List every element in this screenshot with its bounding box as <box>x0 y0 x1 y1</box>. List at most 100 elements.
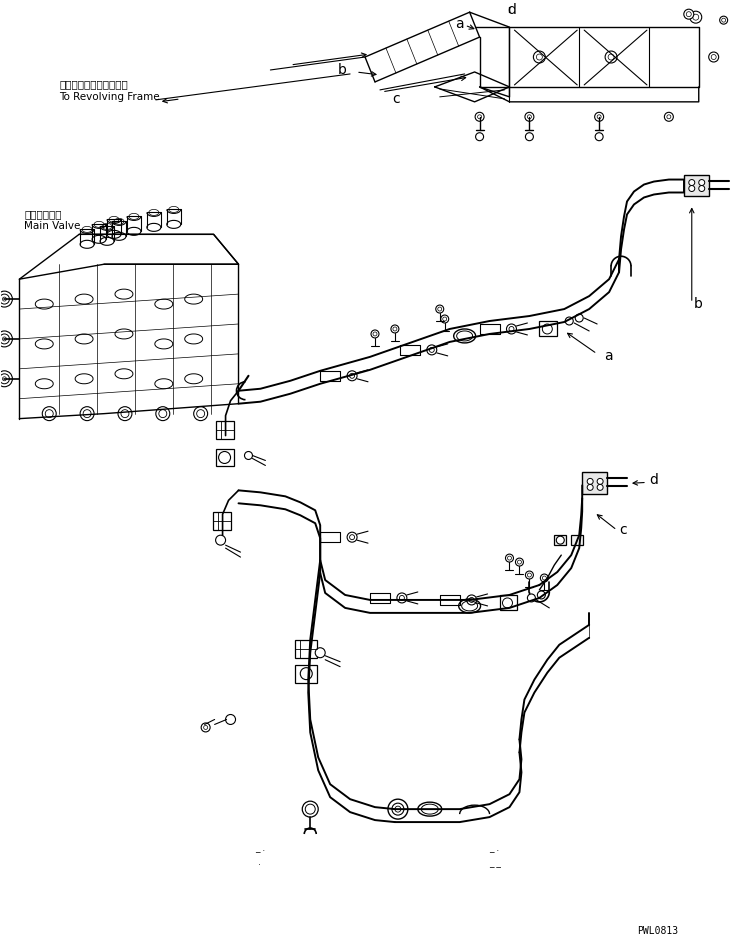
Circle shape <box>118 407 132 421</box>
Circle shape <box>302 801 319 817</box>
Bar <box>582 472 607 495</box>
Circle shape <box>503 598 513 608</box>
Circle shape <box>219 451 231 464</box>
Circle shape <box>597 479 603 484</box>
Circle shape <box>80 407 94 421</box>
Circle shape <box>693 14 699 20</box>
Circle shape <box>540 574 548 582</box>
Circle shape <box>527 114 531 119</box>
Circle shape <box>0 331 13 347</box>
Circle shape <box>347 371 357 381</box>
Circle shape <box>305 804 316 815</box>
Circle shape <box>0 374 10 384</box>
Circle shape <box>301 668 313 679</box>
Text: c: c <box>619 523 627 537</box>
Circle shape <box>427 345 436 355</box>
Circle shape <box>391 325 399 333</box>
Circle shape <box>475 113 484 121</box>
Text: レボルビングフレームへ: レボルビングフレームへ <box>59 79 128 89</box>
Text: b: b <box>338 63 347 77</box>
Circle shape <box>467 595 477 604</box>
Circle shape <box>393 327 397 331</box>
Circle shape <box>509 326 514 331</box>
Bar <box>539 321 557 336</box>
Circle shape <box>83 410 91 417</box>
Circle shape <box>699 180 705 185</box>
Bar <box>554 535 566 545</box>
Text: c: c <box>392 92 400 106</box>
Circle shape <box>316 648 325 657</box>
Circle shape <box>711 55 716 60</box>
Circle shape <box>527 594 536 602</box>
Circle shape <box>0 371 13 387</box>
Circle shape <box>216 535 225 545</box>
Circle shape <box>347 533 357 542</box>
Circle shape <box>2 297 7 301</box>
Circle shape <box>469 598 474 603</box>
Circle shape <box>542 324 552 334</box>
Circle shape <box>197 410 204 417</box>
Text: a: a <box>454 17 463 31</box>
Bar <box>213 513 231 530</box>
Circle shape <box>43 407 56 421</box>
Circle shape <box>507 556 512 560</box>
Circle shape <box>395 806 401 812</box>
Text: a: a <box>604 349 612 363</box>
Circle shape <box>0 334 10 344</box>
Circle shape <box>515 558 524 566</box>
Circle shape <box>587 484 593 490</box>
Text: _ .: _ . <box>489 845 500 853</box>
Circle shape <box>597 484 603 490</box>
Circle shape <box>518 560 521 564</box>
Circle shape <box>436 305 444 313</box>
Circle shape <box>699 185 705 191</box>
Circle shape <box>392 803 404 815</box>
Text: .: . <box>258 858 261 867</box>
Circle shape <box>587 479 593 484</box>
Circle shape <box>525 132 533 141</box>
Circle shape <box>399 595 404 601</box>
Circle shape <box>373 332 377 336</box>
Circle shape <box>684 9 694 19</box>
Circle shape <box>525 571 533 579</box>
Circle shape <box>667 114 671 119</box>
Circle shape <box>350 374 354 378</box>
Circle shape <box>204 726 207 729</box>
Circle shape <box>565 317 573 325</box>
Circle shape <box>121 410 129 417</box>
Circle shape <box>350 534 354 539</box>
Circle shape <box>476 132 483 141</box>
Bar <box>295 665 317 683</box>
Circle shape <box>441 315 448 323</box>
Circle shape <box>721 18 726 22</box>
Circle shape <box>597 114 601 119</box>
Circle shape <box>429 347 434 352</box>
Circle shape <box>156 407 170 421</box>
Circle shape <box>159 410 167 417</box>
Circle shape <box>537 591 545 599</box>
Circle shape <box>46 410 53 417</box>
Text: d: d <box>649 473 658 487</box>
Bar <box>216 448 233 466</box>
Circle shape <box>686 11 692 17</box>
Bar <box>216 421 233 439</box>
Text: To Revolving Frame: To Revolving Frame <box>59 92 160 102</box>
Circle shape <box>225 714 236 725</box>
Circle shape <box>665 113 674 121</box>
Circle shape <box>0 294 10 304</box>
Circle shape <box>605 51 617 63</box>
Circle shape <box>533 51 545 63</box>
Circle shape <box>536 54 542 60</box>
Circle shape <box>595 132 603 141</box>
Circle shape <box>595 113 604 121</box>
Circle shape <box>575 314 583 322</box>
Text: _ .: _ . <box>255 845 266 853</box>
Text: メインバルブ: メインバルブ <box>25 209 62 219</box>
Circle shape <box>506 554 513 562</box>
Circle shape <box>557 536 564 544</box>
Circle shape <box>2 377 7 381</box>
Text: PWL0813: PWL0813 <box>637 926 678 936</box>
Circle shape <box>689 180 695 185</box>
Bar <box>295 639 317 657</box>
Bar <box>500 595 518 610</box>
